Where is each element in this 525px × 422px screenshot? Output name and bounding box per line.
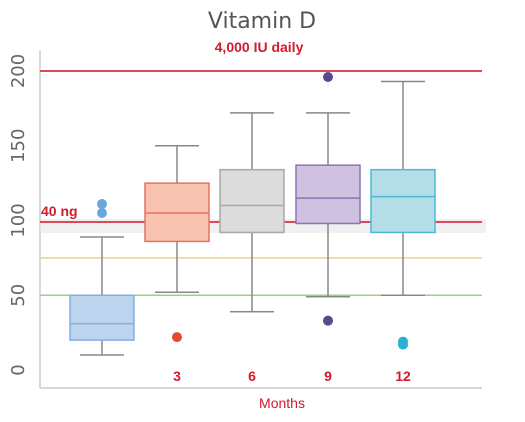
y-tick-label: 0 [8,364,29,375]
box-group [144,145,210,343]
x-tick-label: 9 [324,368,332,384]
x-tick-label: 12 [395,368,411,384]
box-group [295,71,361,326]
x-tick-label: 3 [173,368,181,384]
outlier-point [323,71,333,82]
box-iqr [69,294,135,341]
outlier-point [323,315,333,326]
box-iqr [370,168,436,234]
x-tick-labels: 3 6 9 12 [173,368,411,384]
x-axis-label: Months [259,395,305,411]
box-iqr [219,168,285,234]
box-iqr [295,164,361,225]
ref-label-40ng: 40 ng [41,203,78,219]
ref-label-4000iu: 4,000 IU daily [215,39,304,55]
box-group [69,199,135,356]
chart-title: Vitamin D [208,9,316,34]
box-group [219,112,285,313]
y-tick-label: 200 [8,54,29,88]
y-tick-label: 150 [8,129,29,163]
outlier-point [97,208,107,219]
outlier-point [97,199,107,210]
outlier-point [398,336,408,347]
box-plots [69,71,436,356]
x-tick-label: 6 [248,368,256,384]
y-tick-label: 50 [8,284,29,307]
outlier-point [172,332,182,343]
y-tick-labels: 0 50 100 150 200 [8,54,29,376]
y-tick-label: 100 [8,203,29,237]
box-group [370,80,436,350]
